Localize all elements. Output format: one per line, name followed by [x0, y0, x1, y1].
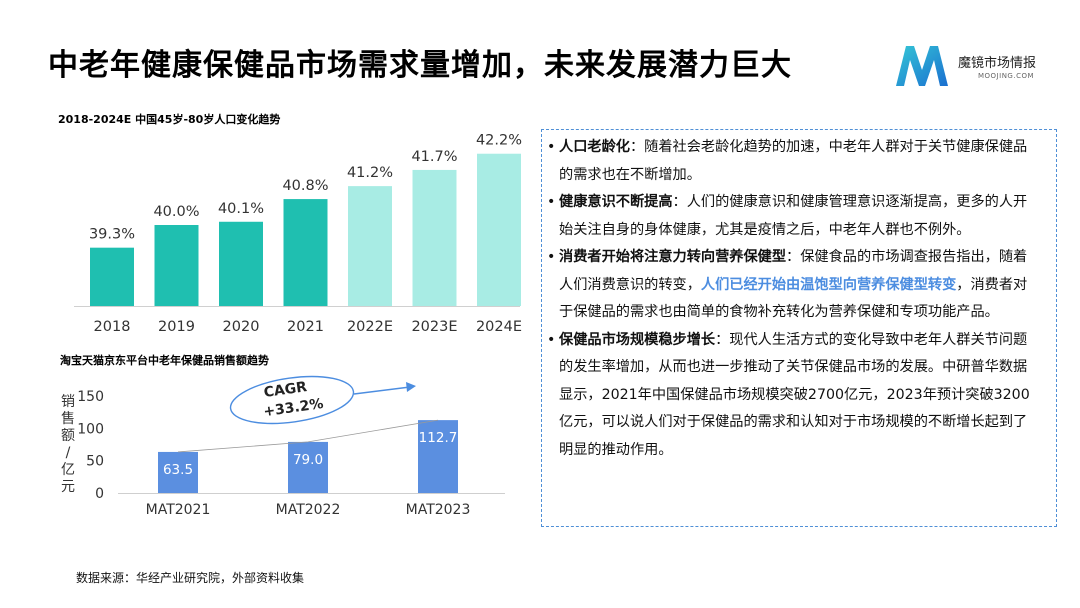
y-axis-label: 售 — [61, 411, 75, 427]
y-axis-label: 额 — [61, 428, 75, 444]
bar-MAT2022 — [288, 441, 328, 493]
data-label: 41.7% — [411, 149, 457, 165]
data-label: 40.1% — [218, 201, 264, 217]
y-axis-label: 销 — [61, 394, 75, 410]
bar-2024E — [477, 153, 521, 306]
bar-2018 — [90, 247, 134, 306]
x-tick-label: 2022E — [347, 319, 393, 335]
data-label: 40.0% — [153, 204, 199, 220]
cagr-arrow-head — [406, 382, 416, 392]
point-head: 消费者开始将注意力转向营养保健型 — [559, 249, 787, 265]
x-tick-label: 2023E — [411, 319, 457, 335]
point-head: 人口老龄化 — [559, 139, 630, 155]
data-source: 数据来源：华经产业研究院，外部资料收集 — [76, 571, 305, 585]
cagr-label: CAGR — [263, 379, 308, 401]
point-head: 保健品市场规模稳步增长 — [559, 331, 716, 348]
trend-line — [177, 419, 439, 453]
bar-MAT2021 — [158, 451, 198, 493]
x-tick-label: MAT2022 — [276, 502, 341, 518]
point-text: ：随着社会老龄化趋势的加速，中老年人群对于关节健康保健品的需求也在不断增加。 — [559, 139, 1028, 183]
logo-sub: MOOJING.COM — [978, 72, 1035, 80]
y-tick-label: 50 — [86, 454, 104, 470]
point-text: ：人们的健康意识和健康管理意识逐渐提高，更多的人开始关注自身的身体健康，尤其是疫… — [559, 194, 1028, 238]
cagr-ellipse — [229, 375, 355, 425]
data-label: 39.3% — [89, 227, 135, 243]
point-item: 保健品市场规模稳步增长：现代人生活方式的变化导致中老年人群关节问题的发生率增加，… — [547, 327, 1035, 465]
x-tick-label: 2021 — [287, 319, 324, 335]
point-head: 健康意识不断提高 — [559, 194, 673, 210]
x-tick-label: MAT2023 — [406, 502, 471, 518]
sales-bar-chart: 销售额/亿元 150 100 50 0 63.5 MAT2021 79.0 MAT2022 112… — [61, 375, 505, 518]
point-item: 消费者开始将注意力转向营养保健型：保健食品的市场调查报告指出，随着人们消费意识的… — [547, 244, 1035, 327]
moojing-m-logo-icon — [896, 46, 948, 86]
page-title: 中老年健康保健品市场需求量增加，未来发展潜力巨大 — [48, 48, 792, 83]
bar-2023E — [412, 169, 457, 306]
logo-name: 魔镜市场情报 — [958, 56, 1037, 71]
bar-2019 — [154, 225, 199, 306]
y-axis-label: 亿 — [61, 462, 75, 478]
y-axis-label: / — [66, 445, 71, 461]
data-label: 63.5 — [163, 462, 193, 478]
x-tick-label: 2020 — [223, 319, 260, 335]
chart1-title: 2018-2024E 中国45岁-80岁人口变化趋势 — [58, 113, 281, 126]
cagr-arrow-line — [353, 386, 411, 395]
data-label: 42.2% — [476, 133, 522, 149]
point-item: 健康意识不断提高：人们的健康意识和健康管理意识逐渐提高，更多的人开始关注自身的身… — [547, 189, 1035, 244]
x-tick-label: 2024E — [476, 319, 522, 335]
bar-2022E — [348, 186, 392, 306]
data-label: 40.8% — [282, 178, 328, 194]
y-tick-label: 150 — [77, 389, 104, 405]
point-text: ：保健食品的市场调查报告指出，随着人们消费意识的转变， — [559, 249, 1028, 293]
points-list: 人口老龄化：随着社会老龄化趋势的加速，中老年人群对于关节健康保健品的需求也在不断… — [547, 134, 1035, 464]
x-tick-label: MAT2021 — [146, 502, 211, 518]
y-axis-label: 元 — [61, 479, 75, 495]
data-label: 41.2% — [347, 165, 393, 181]
chart2-title: 淘宝天猫京东平台中老年保健品销售额趋势 — [60, 354, 269, 367]
point-item: 人口老龄化：随着社会老龄化趋势的加速，中老年人群对于关节健康保健品的需求也在不断… — [547, 134, 1035, 189]
point-highlight: 人们已经开始由温饱型向营养保健型转变 — [700, 276, 957, 293]
bar-2021 — [283, 199, 328, 306]
bar-MAT2023 — [418, 420, 458, 493]
population-bar-chart: 39.3% 2018 40.0% 2019 40.1% 2020 40.8% 2021 41.2… — [74, 133, 522, 335]
y-tick-label: 0 — [95, 486, 104, 502]
data-label: 112.7 — [419, 430, 458, 446]
point-text: ，消费者对于保健品的需求也由简单的食物补充转化为营养保健和专项功能产品。 — [559, 276, 1028, 321]
y-tick-label: 100 — [77, 421, 104, 437]
x-tick-label: 2019 — [158, 319, 195, 335]
point-text: ：现代人生活方式的变化导致中老年人群关节问题的发生率增加，从而也进一步推动了关节… — [559, 331, 1030, 458]
points-panel — [541, 129, 1057, 527]
x-tick-label: 2018 — [94, 319, 131, 335]
data-label: 79.0 — [293, 452, 323, 468]
bar-2020 — [219, 221, 263, 306]
